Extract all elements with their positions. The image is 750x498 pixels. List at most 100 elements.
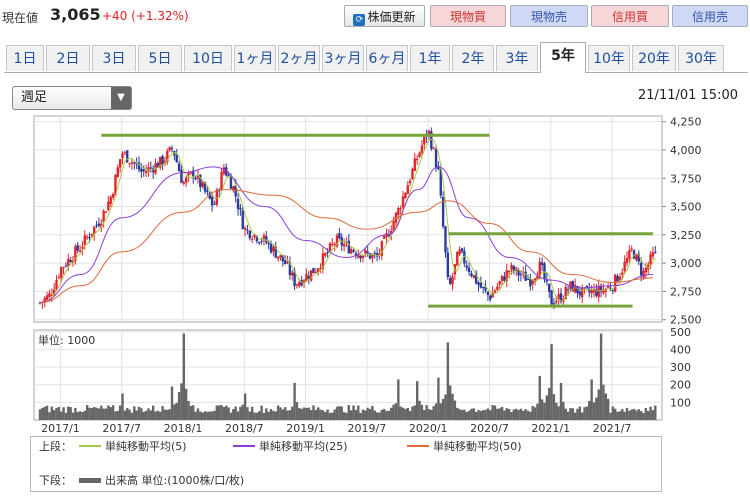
margin-sell-button[interactable]: 信用売: [672, 5, 748, 27]
candle-body: [90, 233, 94, 236]
cash-sell-button[interactable]: 現物売: [510, 5, 588, 27]
volume-bar: [489, 410, 492, 420]
tab-3ヶ月[interactable]: 3ヶ月: [322, 45, 364, 71]
volume-bar: [184, 388, 188, 420]
candle-body: [258, 242, 261, 244]
tab-1ヶ月[interactable]: 1ヶ月: [234, 45, 276, 71]
tab-20年[interactable]: 20年: [632, 45, 676, 71]
interval-select[interactable]: 週足 ▼: [12, 86, 132, 110]
candle-body: [364, 249, 367, 254]
volume-bar: [481, 410, 485, 420]
tab-5日[interactable]: 5日: [138, 45, 182, 71]
volume-bar: [291, 406, 294, 420]
candle-body: [609, 287, 612, 290]
volume-bar: [420, 404, 424, 420]
volume-bar: [415, 381, 419, 420]
candle-body: [81, 246, 84, 249]
candle-body: [291, 272, 294, 276]
volume-bar: [576, 408, 579, 420]
candle-body: [175, 155, 178, 163]
volume-bar: [378, 412, 381, 420]
tab-2ヶ月[interactable]: 2ヶ月: [278, 45, 320, 71]
volume-bar: [189, 405, 193, 420]
candle-body: [48, 293, 51, 297]
candle-body: [644, 267, 648, 273]
volume-bar: [227, 407, 230, 420]
legend-ma5-label: 単純移動平均(5): [105, 440, 187, 453]
candle-body: [415, 158, 419, 161]
candle-body: [529, 278, 532, 287]
candle-body: [564, 287, 567, 300]
tab-6ヶ月[interactable]: 6ヶ月: [366, 45, 408, 71]
volume-bar: [408, 411, 412, 420]
candle-body: [283, 260, 287, 265]
volume-bar: [380, 409, 384, 420]
volume-bar: [510, 412, 513, 420]
candle-body: [467, 267, 471, 273]
candle-body: [281, 254, 285, 262]
refresh-price-button[interactable]: ⟳ 株価更新: [344, 5, 425, 27]
candle-body: [406, 185, 409, 195]
legend-volume-label: 出来高 単位:(1000株/口/枚): [105, 474, 245, 487]
candle-body: [286, 262, 289, 264]
volume-bar: [133, 406, 136, 420]
margin-buy-button[interactable]: 信用買: [591, 5, 669, 27]
volume-bar: [639, 411, 643, 420]
volume-bar: [434, 403, 438, 420]
volume-bar: [616, 411, 619, 420]
candle-body: [387, 234, 391, 237]
tab-5年[interactable]: 5年: [540, 42, 586, 73]
volume-tick-label: 300: [670, 361, 691, 374]
volume-bar: [260, 405, 263, 420]
candle-body: [507, 270, 511, 273]
period-tabs: 1日 2日 3日 5日 10日 1ヶ月 2ヶ月 3ヶ月 6ヶ月 1年 2年 3年 5年 10年 20年 30年: [4, 42, 748, 73]
tab-1年[interactable]: 1年: [410, 45, 450, 71]
volume-bar: [491, 405, 494, 420]
candle-body: [76, 245, 79, 251]
volume-bar: [333, 409, 336, 420]
volume-bar: [618, 411, 622, 420]
volume-bar: [279, 407, 282, 420]
volume-bar: [173, 404, 176, 420]
volume-bar: [352, 405, 355, 420]
tab-10日[interactable]: 10日: [184, 45, 232, 71]
candle-body: [267, 242, 270, 244]
candle-body: [137, 162, 141, 170]
chart-datetime: 21/11/01 15:00: [638, 88, 738, 103]
volume-bar: [604, 393, 607, 420]
volume-bar: [123, 410, 127, 420]
candle-body: [173, 151, 176, 156]
candle-body: [57, 276, 61, 278]
refresh-icon: ⟳: [353, 14, 366, 26]
volume-bar: [272, 410, 275, 420]
cash-buy-button[interactable]: 現物買: [430, 5, 506, 27]
volume-bar: [161, 406, 164, 420]
volume-bar: [194, 411, 197, 420]
candle-body: [345, 241, 348, 243]
volume-bar: [276, 405, 280, 420]
tab-3日[interactable]: 3日: [92, 45, 136, 71]
volume-bar: [314, 409, 318, 420]
volume-bar: [111, 405, 115, 420]
tab-2年[interactable]: 2年: [452, 45, 494, 71]
volume-bar: [137, 406, 141, 420]
tab-30年[interactable]: 30年: [678, 45, 724, 71]
candle-body: [338, 233, 341, 239]
volume-bar: [298, 408, 301, 420]
candle-body: [408, 180, 412, 184]
volume-bar: [543, 402, 546, 420]
volume-bar: [60, 411, 63, 420]
candle-body: [552, 303, 556, 305]
candle-body: [170, 148, 174, 150]
tab-2日[interactable]: 2日: [46, 45, 90, 71]
candle-body: [217, 190, 221, 192]
tab-3年[interactable]: 3年: [496, 45, 538, 71]
volume-bar: [522, 410, 525, 420]
tab-1日[interactable]: 1日: [6, 45, 44, 71]
candle-body: [394, 212, 398, 223]
candle-body: [312, 268, 315, 274]
volume-bar: [255, 412, 259, 420]
volume-bar: [288, 410, 292, 420]
tab-10年[interactable]: 10年: [588, 45, 630, 71]
volume-bar: [267, 411, 270, 420]
